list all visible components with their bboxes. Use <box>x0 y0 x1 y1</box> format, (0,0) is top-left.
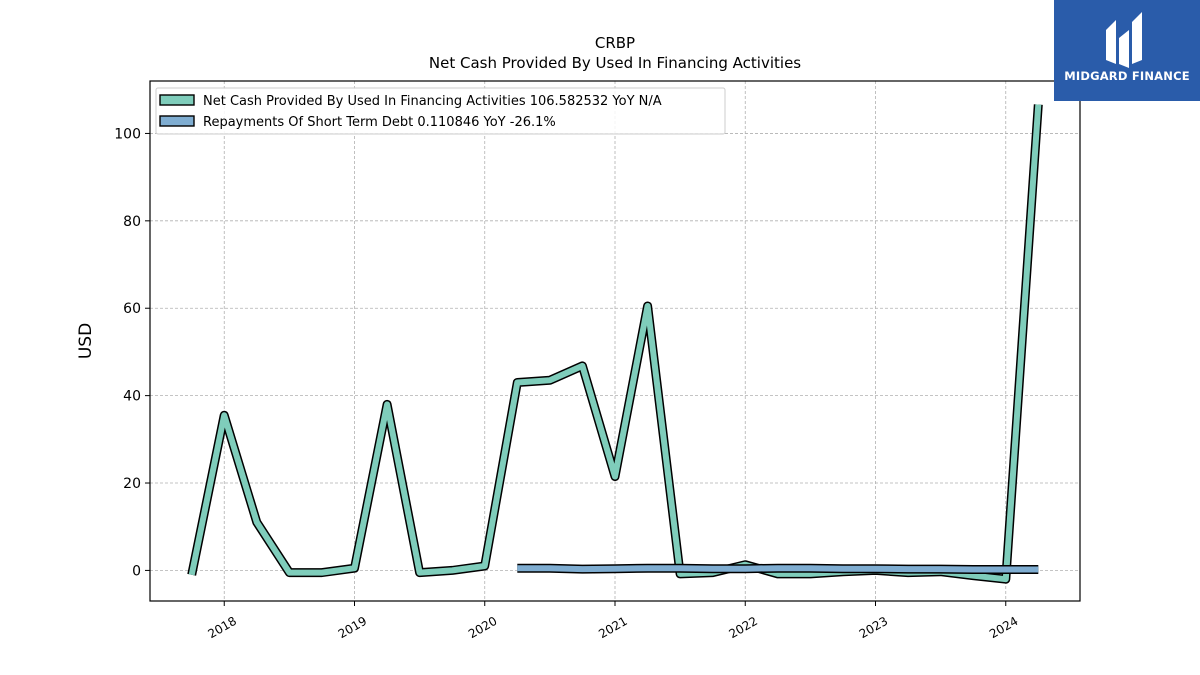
x-tick-label: 2021 <box>596 614 629 641</box>
y-tick-label: 20 <box>123 476 141 492</box>
x-tick-label: 2020 <box>466 614 499 641</box>
y-tick-label: 40 <box>123 389 141 405</box>
x-tick-label: 2018 <box>206 614 239 641</box>
chart-title: CRBP <box>595 34 635 52</box>
x-axis: 2018 2019 2020 2021 2022 2023 2024 <box>206 601 1020 641</box>
legend: Net Cash Provided By Used In Financing A… <box>155 87 726 135</box>
legend-label-net-cash: Net Cash Provided By Used In Financing A… <box>203 94 662 109</box>
y-tick-label: 60 <box>123 301 141 317</box>
x-tick-label: 2022 <box>727 614 760 641</box>
legend-label-repayments: Repayments Of Short Term Debt 0.110846 Y… <box>203 115 556 130</box>
chart-subtitle: Net Cash Provided By Used In Financing A… <box>429 54 801 72</box>
legend-swatch-repayments <box>159 115 195 127</box>
y-tick-label: 80 <box>123 214 141 230</box>
series-layer <box>187 104 1043 584</box>
y-tick-label: 0 <box>132 563 141 579</box>
brand-name: MIDGARD FINANCE <box>1064 69 1190 83</box>
x-tick-label: 2019 <box>336 614 369 641</box>
y-tick-label: 100 <box>114 126 141 142</box>
legend-box <box>155 87 726 135</box>
x-tick-label: 2023 <box>857 614 890 641</box>
y-axis: 0 20 40 60 80 100 <box>114 126 150 579</box>
brand-logo: MIDGARD FINANCE <box>1054 0 1200 101</box>
midgard-logo-icon <box>1106 12 1142 68</box>
y-axis-label: USD <box>76 323 96 359</box>
grid <box>150 81 1080 601</box>
legend-swatch-net-cash <box>159 94 195 106</box>
series-line-1 <box>517 565 1039 573</box>
x-tick-label: 2024 <box>987 614 1020 641</box>
